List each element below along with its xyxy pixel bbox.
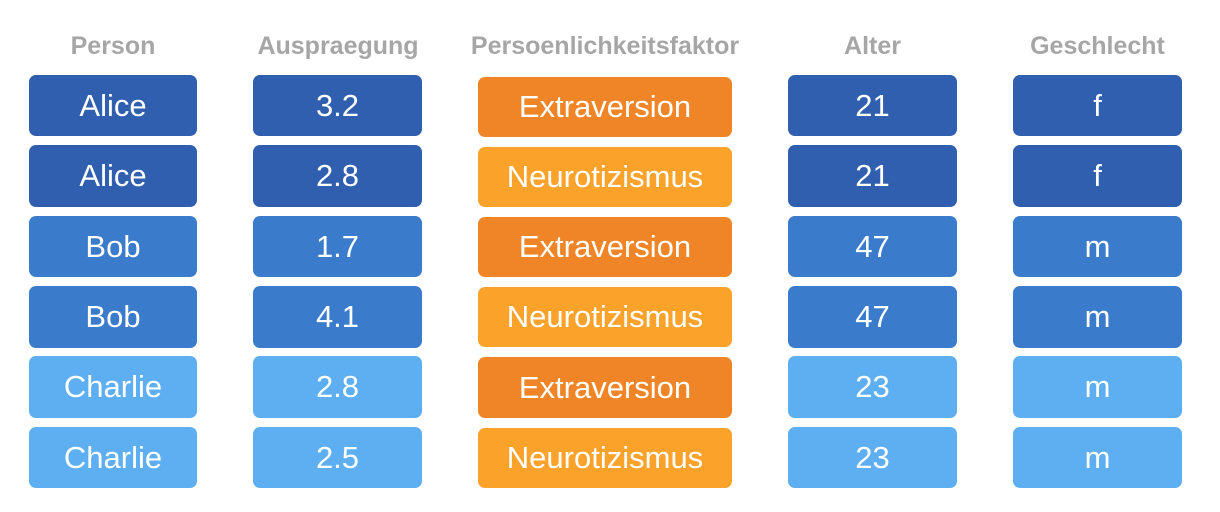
gender-cell: m: [1013, 216, 1182, 277]
factor-cell: Extraversion: [478, 357, 732, 418]
factor-cell: Extraversion: [478, 217, 732, 277]
person-cell: Bob: [29, 286, 197, 348]
value-cell: 1.7: [253, 216, 422, 277]
value-cell: 2.8: [253, 356, 422, 418]
age-cell: 21: [788, 75, 957, 136]
gender-cell: m: [1013, 427, 1182, 488]
age-cell: 47: [788, 286, 957, 348]
header-value: Auspraegung: [238, 26, 438, 66]
age-cell: 47: [788, 216, 957, 277]
person-cell: Charlie: [29, 427, 197, 488]
person-cell: Bob: [29, 216, 197, 277]
value-cell: 2.5: [253, 427, 422, 488]
gender-cell: m: [1013, 356, 1182, 418]
header-factor: Persoenlichkeitsfaktor: [445, 26, 765, 66]
factor-cell: Neurotizismus: [478, 147, 732, 207]
gender-cell: m: [1013, 286, 1182, 348]
header-age: Alter: [788, 26, 957, 66]
factor-cell: Neurotizismus: [478, 428, 732, 488]
age-cell: 23: [788, 427, 957, 488]
gender-cell: f: [1013, 145, 1182, 207]
value-cell: 2.8: [253, 145, 422, 207]
header-gender: Geschlecht: [1000, 26, 1195, 66]
factor-cell: Extraversion: [478, 77, 732, 137]
gender-cell: f: [1013, 75, 1182, 136]
person-cell: Alice: [29, 145, 197, 207]
factor-cell: Neurotizismus: [478, 287, 732, 347]
age-cell: 23: [788, 356, 957, 418]
person-cell: Charlie: [29, 356, 197, 418]
header-person: Person: [29, 26, 197, 66]
value-cell: 4.1: [253, 286, 422, 348]
person-cell: Alice: [29, 75, 197, 136]
value-cell: 3.2: [253, 75, 422, 136]
age-cell: 21: [788, 145, 957, 207]
